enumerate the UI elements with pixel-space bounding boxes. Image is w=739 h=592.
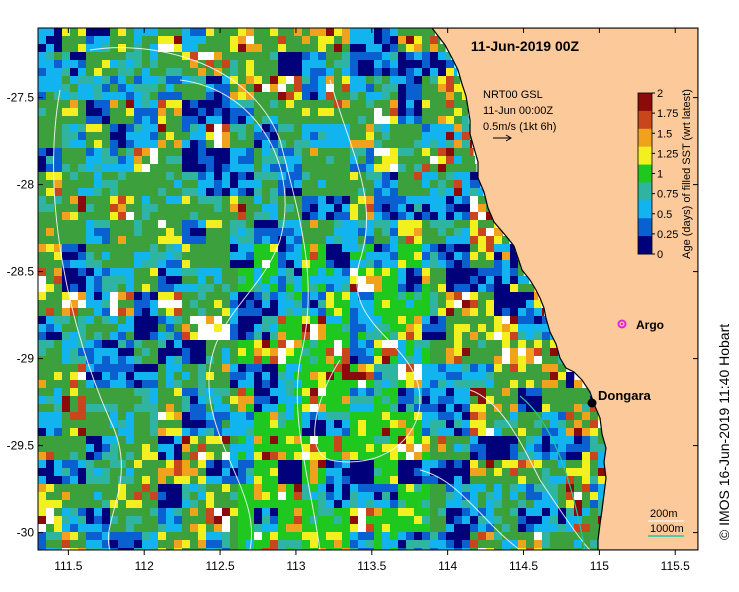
contour-200m [314, 79, 421, 463]
colorbar-tick-label: 0 [657, 249, 663, 261]
y-tick-label: -29.5 [7, 439, 35, 453]
colorbar-tick-label: 1 [657, 169, 663, 181]
argo-marker-dot [620, 322, 624, 326]
x-tick-label: 114.5 [509, 559, 538, 573]
credit-text: © IMOS 16-Jun-2019 11:40 Hobart [716, 324, 732, 540]
colorbar: 2 1.75 1.5 1.25 1 0.75 0.5 0.25 0 [637, 88, 678, 261]
y-tick-label: -27.5 [7, 91, 35, 105]
x-tick-label: 111.5 [54, 559, 83, 573]
y-tick-label: -30 [17, 526, 35, 540]
colorbar-segment [638, 218, 652, 237]
x-tick-label: 113.5 [357, 559, 386, 573]
x-tick-label: 112.5 [205, 559, 234, 573]
contour-legend-200: 200m [650, 508, 678, 520]
contour-200m [179, 79, 286, 550]
dongara-marker [587, 398, 597, 408]
contour-200m [469, 389, 591, 550]
x-tick-label: 115.5 [661, 559, 690, 573]
argo-label: Argo [636, 318, 664, 332]
colorbar-tick-label: 0.25 [657, 229, 678, 241]
argo-marker [617, 319, 627, 329]
colorbar-tick-label: 2 [657, 88, 663, 100]
contour-200m [53, 89, 122, 550]
colorbar-tick-label: 0.5 [657, 209, 672, 221]
land-mass [431, 28, 698, 550]
colorbar-tick-label: 1.5 [657, 128, 672, 140]
colorbar-segment [638, 110, 652, 130]
current-legend-line3: 0.5m/s (1kt 6h) [483, 121, 556, 133]
colorbar-tick-label: 1.25 [657, 148, 678, 160]
contour-1000m [519, 395, 586, 550]
x-tick-label: 114 [438, 559, 457, 573]
y-tick-label: -29 [17, 352, 35, 366]
colorbar-segment [638, 93, 652, 112]
x-tick-label: 112 [135, 559, 154, 573]
current-legend-line2: 11-Jun 00:00Z [483, 105, 553, 117]
x-tick-label: 115 [590, 559, 609, 573]
colorbar-segment [638, 236, 652, 255]
y-tick-label: -28.5 [7, 265, 35, 279]
y-tick-label: -28 [17, 178, 35, 192]
plot-area [38, 28, 698, 550]
current-scale-arrowhead [505, 134, 512, 142]
dongara-label: Dongara [598, 388, 652, 403]
contour-200m [89, 47, 321, 550]
x-tick-label: 113 [286, 559, 305, 573]
colorbar-segment [638, 128, 652, 148]
colorbar-label: Age (days) of filled SST (wrt latest) [681, 89, 693, 259]
bathymetry-contours [53, 47, 591, 550]
colorbar-segment [638, 182, 652, 201]
contour-200m [419, 469, 521, 550]
colorbar-segment [638, 164, 652, 183]
colorbar-tick-label: 1.75 [657, 108, 678, 120]
contour-legend-1000: 1000m [650, 523, 684, 535]
current-legend: NRT00 GSL 11-Jun 00:00Z 0.5m/s (1kt 6h) [483, 89, 556, 142]
contour-legend: 200m 1000m [648, 508, 684, 537]
current-legend-line1: NRT00 GSL [483, 89, 543, 101]
plot-frame [37, 27, 699, 551]
y-axis: -27.5 -28 -28.5 -29 -29.5 -30 [7, 91, 698, 540]
x-axis: 111.5 112 112.5 113 113.5 114 114.5 115 115.5 [54, 28, 690, 573]
map-title: 11-Jun-2019 00Z [471, 38, 580, 54]
colorbar-tick-label: 0.75 [657, 189, 678, 201]
colorbar-segment [638, 200, 652, 219]
argo-marker-ring [617, 319, 627, 329]
colorbar-segment [638, 146, 652, 166]
sst-age-field [38, 28, 607, 550]
